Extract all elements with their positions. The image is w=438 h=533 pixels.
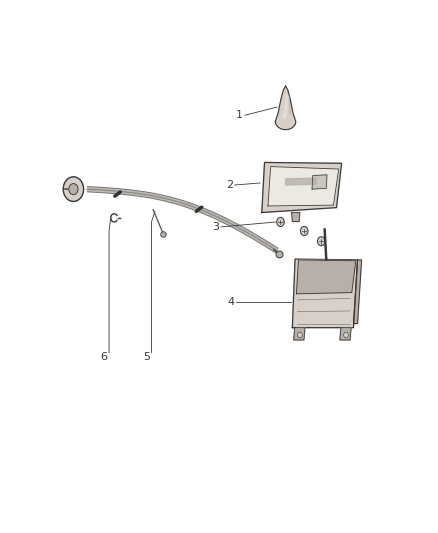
Polygon shape [292, 213, 300, 222]
Circle shape [63, 177, 84, 201]
Circle shape [344, 332, 348, 338]
Polygon shape [262, 163, 342, 213]
Circle shape [300, 227, 308, 236]
Circle shape [297, 332, 302, 338]
Text: 3: 3 [212, 222, 219, 232]
Text: 4: 4 [228, 297, 235, 307]
Circle shape [277, 217, 284, 227]
Polygon shape [294, 328, 305, 340]
Polygon shape [297, 260, 356, 294]
Polygon shape [353, 260, 362, 324]
Circle shape [318, 237, 325, 246]
Text: 6: 6 [100, 352, 107, 362]
Text: 1: 1 [236, 110, 243, 120]
Text: 5: 5 [143, 352, 150, 362]
Polygon shape [276, 86, 296, 130]
Polygon shape [293, 259, 357, 328]
Polygon shape [268, 166, 339, 206]
Polygon shape [286, 178, 316, 185]
Circle shape [69, 183, 78, 195]
Text: 2: 2 [226, 180, 233, 190]
Polygon shape [340, 328, 351, 340]
Polygon shape [312, 175, 327, 189]
